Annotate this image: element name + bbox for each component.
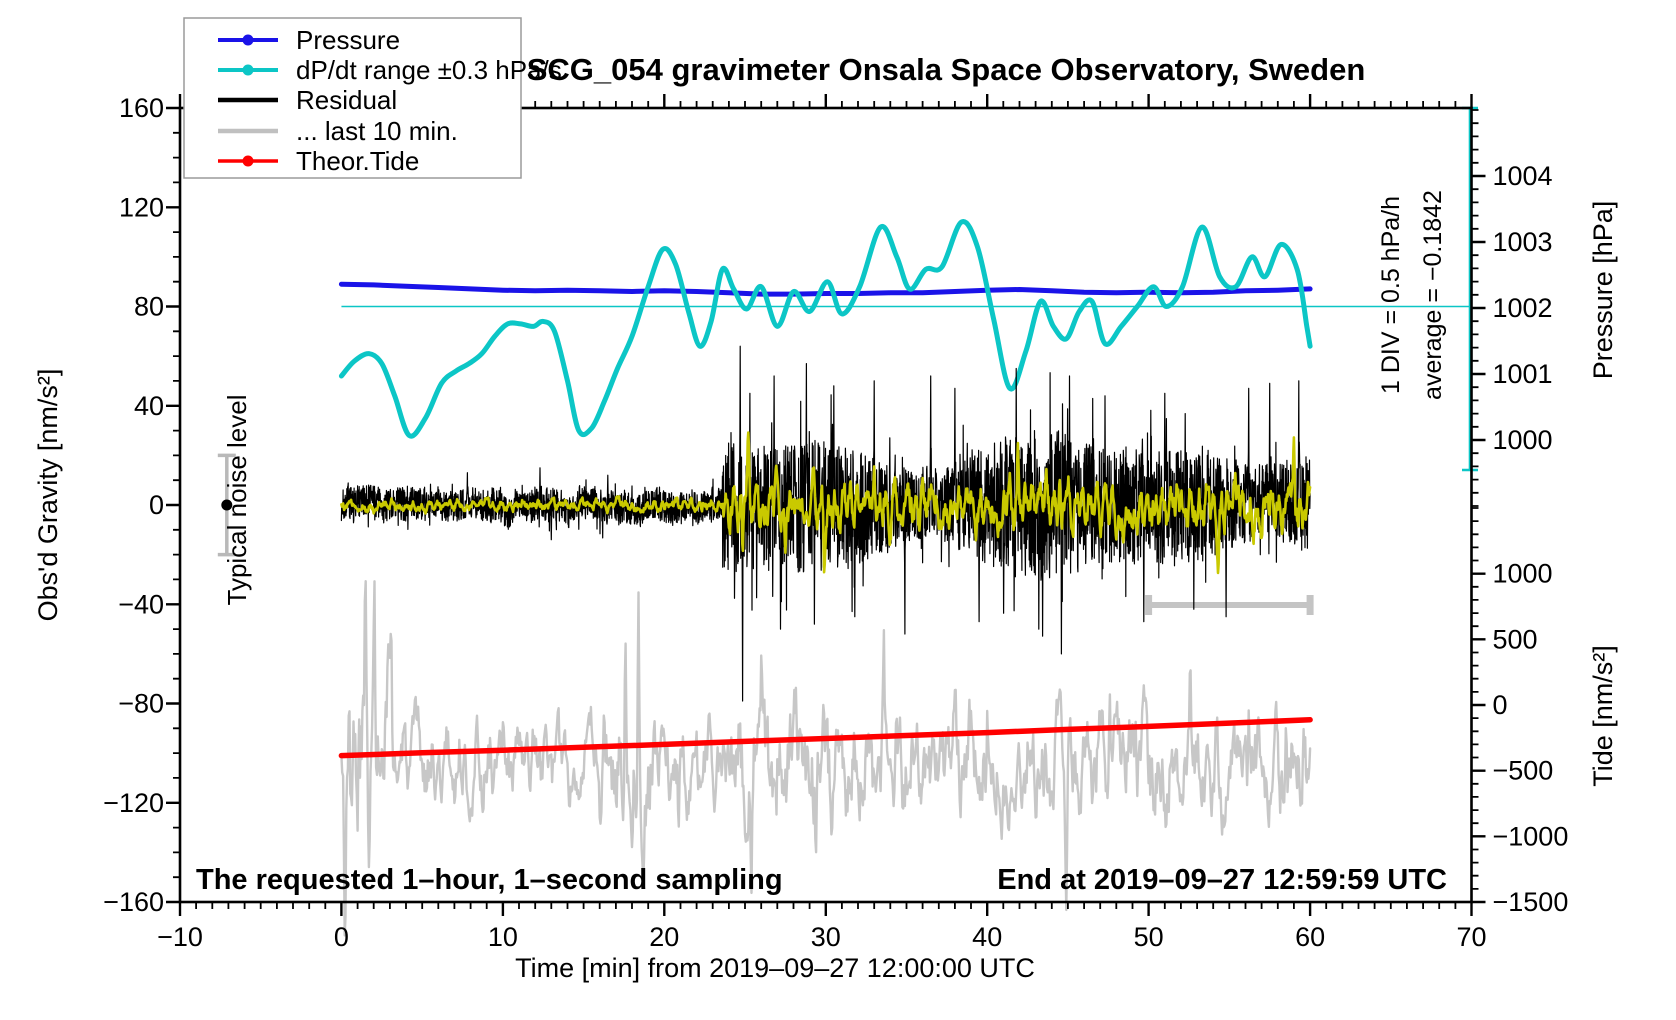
x-tick-label: 40 [972,922,1002,952]
x-tick-label: 60 [1295,922,1325,952]
legend-item-label: ... last 10 min. [296,116,458,146]
tide-tick-label: −1500 [1493,887,1569,917]
typical-noise-center-dot [221,499,233,511]
end-time-note: End at 2019–09–27 12:59:59 UTC [997,864,1447,896]
plot-frame [178,106,1473,904]
pressure-axis-title: Pressure [hPa] [1588,201,1618,380]
legend-item-label: Residual [296,85,397,115]
tide-tick-label: 0 [1493,690,1508,720]
legend-item-label: Pressure [296,25,400,55]
gravity-tick-label: −40 [118,589,164,619]
pressure-tick-label: 1002 [1493,293,1553,323]
axes-layer: −10 0 10 20 30 40 50 60 70 −160 −120 −80 −40 0 40 80 120… [103,93,1568,952]
x-tick-label: 10 [488,922,518,952]
gravity-tick-label: −160 [103,887,164,917]
series-dp-dt-range-0-3-hpa-s [338,219,1313,439]
x-tick-label: 30 [811,922,841,952]
legend-item-label: dP/dt range ±0.3 hPa/s [296,55,562,85]
gravity-tick-label: −80 [118,689,164,719]
time-axis-title: Time [min] from 2019–09–27 12:00:00 UTC [515,953,1035,983]
minor-ticks [173,101,1479,909]
pressure-tick-label: 1001 [1493,359,1553,389]
x-tick-label: 70 [1456,922,1486,952]
gravity-tick-label: −120 [103,788,164,818]
typical-noise-level-label: Typical noise level [222,395,252,606]
pressure-tick-label: 1003 [1493,227,1553,257]
series-residual-filtered [340,431,1312,575]
pressure-tick-label: 1000 [1493,425,1553,455]
legend-item-label: Theor.Tide [296,146,419,176]
div-scale-label: 1 DIV = 0.5 hPa/h [1377,196,1405,394]
tide-axis-title: Tide [nm/s²] [1588,645,1618,787]
legend-swatch-dot [242,155,254,167]
legend-swatch-dot [242,34,254,46]
average-label: average = −0.1842 [1419,190,1447,400]
gravity-tick-label: 0 [149,490,164,520]
major-ticks [166,94,1486,916]
x-tick-label: −10 [157,922,203,952]
pressure-tick-label: 1004 [1493,161,1553,191]
tide-tick-label: −1000 [1493,821,1569,851]
x-tick-label: 20 [649,922,679,952]
gravity-tick-label: 120 [119,192,164,222]
series-theor-tide [338,717,1313,759]
gravity-tick-label: 40 [134,391,164,421]
gravity-tick-label: 80 [134,292,164,322]
tide-tick-label: 500 [1493,624,1538,654]
legend-swatch-dot [242,64,254,76]
tide-tick-label: −500 [1493,756,1554,786]
curves-layer [217,106,1478,937]
tide-tick-label: 1000 [1493,559,1553,589]
last10-scale-bar-caps [1145,595,1314,615]
gravity-tick-label: 160 [119,93,164,123]
x-tick-label: 0 [334,922,349,952]
gravity-axis-title: Obs'd Gravity [nm/s²] [33,369,63,622]
annotations-layer: SCG_054 gravimeter Onsala Space Observat… [33,52,1618,983]
page-title: SCG_054 gravimeter Onsala Space Observat… [527,52,1366,87]
sampling-note: The requested 1–hour, 1–second sampling [196,864,783,896]
x-tick-label: 50 [1134,922,1164,952]
